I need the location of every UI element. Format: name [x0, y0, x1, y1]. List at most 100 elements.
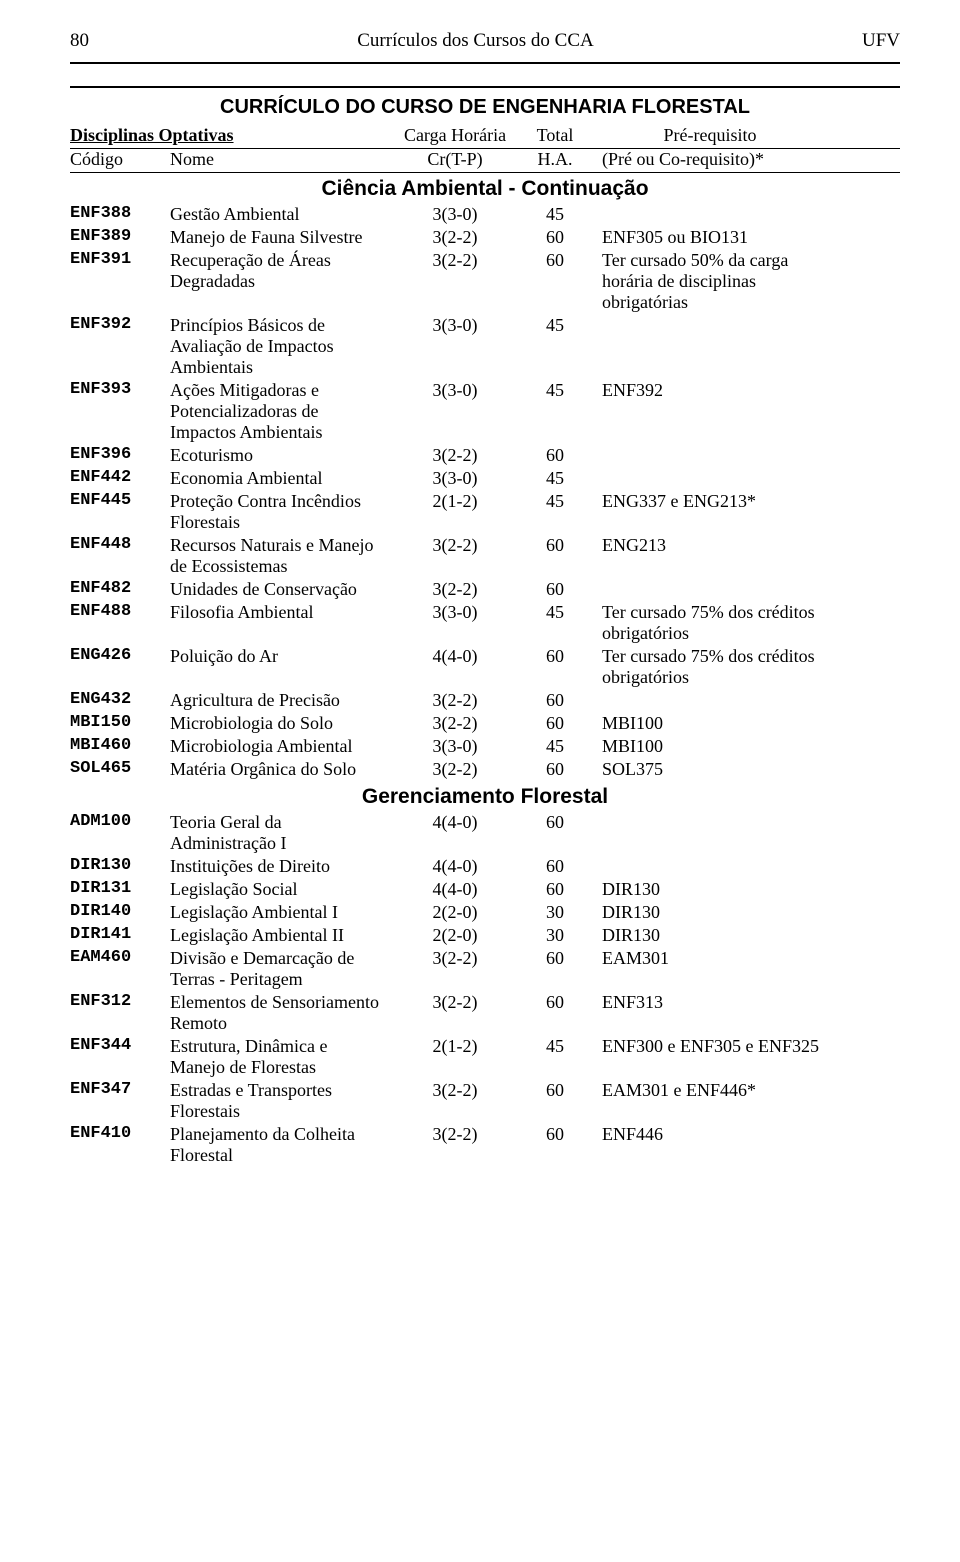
col-cr: Cr(T-P) — [390, 149, 520, 170]
cell-prereq: EAM301 — [590, 948, 830, 969]
cell-name: Matéria Orgânica do Solo — [170, 759, 390, 780]
table-row: SOL465Matéria Orgânica do Solo3(2-2)60SO… — [70, 758, 900, 781]
column-header-row-1: Disciplinas Optativas Carga Horária Tota… — [70, 123, 900, 149]
cell-code: EAM460 — [70, 948, 170, 967]
cell-name: Gestão Ambiental — [170, 204, 390, 225]
divider — [70, 62, 900, 64]
table-row: ENG426Poluição do Ar4(4-0)60Ter cursado … — [70, 645, 900, 689]
cell-total: 60 — [520, 1080, 590, 1101]
cell-prereq: ENF392 — [590, 380, 830, 401]
cell-prereq: ENF313 — [590, 992, 830, 1013]
cell-cr: 3(2-2) — [390, 1124, 520, 1145]
cell-prereq: DIR130 — [590, 879, 830, 900]
cell-total: 60 — [520, 646, 590, 667]
cell-name: Recuperação de Áreas Degradadas — [170, 250, 390, 292]
cell-cr: 3(3-0) — [390, 602, 520, 623]
cell-cr: 3(3-0) — [390, 315, 520, 336]
cell-total: 60 — [520, 759, 590, 780]
cell-total: 60 — [520, 690, 590, 711]
cell-total: 45 — [520, 736, 590, 757]
cell-prereq: DIR130 — [590, 902, 830, 923]
cell-code: ENF393 — [70, 380, 170, 399]
column-header-row-2: Código Nome Cr(T-P) H.A. (Pré ou Co-requ… — [70, 149, 900, 173]
cell-cr: 3(2-2) — [390, 535, 520, 556]
header-right: UFV — [862, 30, 900, 52]
col-codigo: Código — [70, 149, 170, 170]
cell-total: 30 — [520, 902, 590, 923]
cell-code: MBI460 — [70, 736, 170, 755]
cell-total: 60 — [520, 445, 590, 466]
cell-total: 60 — [520, 227, 590, 248]
cell-cr: 2(2-0) — [390, 902, 520, 923]
cell-cr: 3(2-2) — [390, 992, 520, 1013]
cell-cr: 3(2-2) — [390, 759, 520, 780]
cell-name: Filosofia Ambiental — [170, 602, 390, 623]
col-carga: Carga Horária — [390, 125, 520, 146]
table-row: ENG432Agricultura de Precisão3(2-2)60 — [70, 689, 900, 712]
cell-name: Recursos Naturais e Manejo de Ecossistem… — [170, 535, 390, 577]
cell-total: 60 — [520, 713, 590, 734]
cell-code: ENG426 — [70, 646, 170, 665]
cell-total: 45 — [520, 204, 590, 225]
cell-total: 45 — [520, 468, 590, 489]
cell-total: 45 — [520, 602, 590, 623]
cell-cr: 3(2-2) — [390, 250, 520, 271]
cell-prereq: EAM301 e ENF446* — [590, 1080, 830, 1101]
cell-code: ENF396 — [70, 445, 170, 464]
cell-code: ENF391 — [70, 250, 170, 269]
table-row: ENF312Elementos de Sensoriamento Remoto3… — [70, 991, 900, 1035]
cell-total: 60 — [520, 250, 590, 271]
cell-total: 45 — [520, 380, 590, 401]
cell-prereq: SOL375 — [590, 759, 830, 780]
cell-cr: 3(3-0) — [390, 380, 520, 401]
cell-prereq: DIR130 — [590, 925, 830, 946]
col-nome: Nome — [170, 149, 390, 170]
table-row: ADM100Teoria Geral da Administração I4(4… — [70, 811, 900, 855]
cell-code: ADM100 — [70, 812, 170, 831]
cell-prereq: MBI100 — [590, 713, 830, 734]
table-row: ENF347Estradas e Transportes Florestais3… — [70, 1079, 900, 1123]
cell-cr: 3(2-2) — [390, 948, 520, 969]
cell-name: Planejamento da Colheita Florestal — [170, 1124, 390, 1166]
cell-code: DIR131 — [70, 879, 170, 898]
cell-total: 60 — [520, 812, 590, 833]
cell-code: ENF482 — [70, 579, 170, 598]
cell-code: ENF410 — [70, 1124, 170, 1143]
cell-prereq: ENG337 e ENG213* — [590, 491, 830, 512]
section-title: Gerenciamento Florestal — [70, 785, 900, 809]
table-row: ENF482Unidades de Conservação3(2-2)60 — [70, 578, 900, 601]
cell-name: Estrutura, Dinâmica e Manejo de Floresta… — [170, 1036, 390, 1078]
cell-code: SOL465 — [70, 759, 170, 778]
table-row: ENF391Recuperação de Áreas Degradadas3(2… — [70, 249, 900, 314]
cell-cr: 3(3-0) — [390, 736, 520, 757]
header-center: Currículos dos Cursos do CCA — [357, 30, 593, 52]
cell-prereq: Ter cursado 50% da carga horária de disc… — [590, 250, 830, 313]
section-title: Ciência Ambiental - Continuação — [70, 177, 900, 201]
table-row: ENF344Estrutura, Dinâmica e Manejo de Fl… — [70, 1035, 900, 1079]
table-row: DIR141Legislação Ambiental II2(2-0)30DIR… — [70, 924, 900, 947]
cell-cr: 3(2-2) — [390, 227, 520, 248]
cell-total: 60 — [520, 535, 590, 556]
cell-name: Estradas e Transportes Florestais — [170, 1080, 390, 1122]
table-row: DIR130Instituições de Direito4(4-0)60 — [70, 855, 900, 878]
cell-cr: 2(2-0) — [390, 925, 520, 946]
col-disciplinas: Disciplinas Optativas — [70, 125, 390, 146]
cell-cr: 2(1-2) — [390, 491, 520, 512]
cell-cr: 3(3-0) — [390, 204, 520, 225]
cell-name: Princípios Básicos de Avaliação de Impac… — [170, 315, 390, 378]
cell-name: Instituições de Direito — [170, 856, 390, 877]
cell-code: DIR140 — [70, 902, 170, 921]
cell-code: ENF488 — [70, 602, 170, 621]
cell-name: Divisão e Demarcação de Terras - Peritag… — [170, 948, 390, 990]
cell-name: Unidades de Conservação — [170, 579, 390, 600]
cell-cr: 3(2-2) — [390, 713, 520, 734]
cell-prereq: MBI100 — [590, 736, 830, 757]
cell-code: ENG432 — [70, 690, 170, 709]
cell-name: Economia Ambiental — [170, 468, 390, 489]
sections-container: Ciência Ambiental - ContinuaçãoENF388Ges… — [70, 177, 900, 1167]
cell-total: 30 — [520, 925, 590, 946]
cell-name: Manejo de Fauna Silvestre — [170, 227, 390, 248]
cell-cr: 3(2-2) — [390, 579, 520, 600]
cell-name: Ações Mitigadoras e Potencializadoras de… — [170, 380, 390, 443]
cell-cr: 4(4-0) — [390, 646, 520, 667]
